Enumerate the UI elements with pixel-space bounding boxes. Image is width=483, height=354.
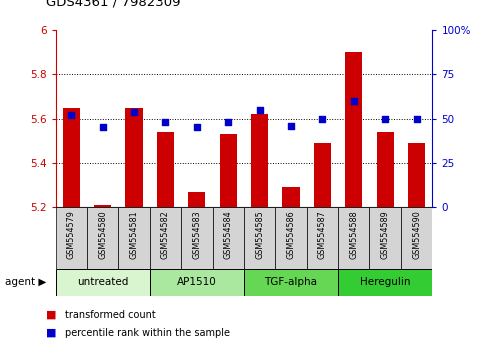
Bar: [244, 207, 275, 269]
Text: GSM554582: GSM554582: [161, 210, 170, 259]
Bar: [188, 192, 205, 207]
Point: [193, 125, 201, 130]
Bar: [314, 143, 331, 207]
Point: [68, 112, 75, 118]
Point: [256, 107, 264, 113]
Bar: [150, 207, 181, 269]
Text: GSM554581: GSM554581: [129, 210, 139, 259]
Text: ■: ■: [46, 328, 60, 338]
Bar: [401, 207, 432, 269]
Bar: [251, 114, 268, 207]
Text: transformed count: transformed count: [65, 310, 156, 320]
Text: GSM554585: GSM554585: [255, 210, 264, 259]
Point: [350, 98, 357, 104]
Point: [99, 125, 107, 130]
Text: GSM554586: GSM554586: [286, 210, 296, 259]
Text: GSM554589: GSM554589: [381, 210, 390, 259]
Text: percentile rank within the sample: percentile rank within the sample: [65, 328, 230, 338]
Bar: [338, 207, 369, 269]
Point: [412, 116, 420, 121]
Bar: [345, 52, 362, 207]
Text: Heregulin: Heregulin: [360, 277, 411, 287]
Point: [224, 119, 232, 125]
Point: [287, 123, 295, 129]
Text: GSM554588: GSM554588: [349, 210, 358, 259]
Bar: [126, 108, 142, 207]
Bar: [94, 205, 111, 207]
Point: [319, 116, 327, 121]
Bar: [275, 207, 307, 269]
Text: TGF-alpha: TGF-alpha: [265, 277, 317, 287]
Bar: [157, 132, 174, 207]
Bar: [87, 207, 118, 269]
Text: GSM554590: GSM554590: [412, 210, 421, 259]
Point: [161, 119, 170, 125]
Text: GSM554580: GSM554580: [98, 210, 107, 259]
Text: GSM554584: GSM554584: [224, 210, 233, 259]
Text: GSM554587: GSM554587: [318, 210, 327, 259]
Text: ■: ■: [46, 310, 60, 320]
Bar: [150, 269, 244, 296]
Text: agent ▶: agent ▶: [5, 277, 46, 287]
Text: GSM554579: GSM554579: [67, 210, 76, 259]
Bar: [118, 207, 150, 269]
Point: [382, 116, 389, 121]
Bar: [213, 207, 244, 269]
Text: GDS4361 / 7982309: GDS4361 / 7982309: [46, 0, 180, 9]
Bar: [377, 132, 394, 207]
Bar: [56, 269, 150, 296]
Bar: [408, 143, 425, 207]
Point: [130, 109, 138, 114]
Bar: [56, 207, 87, 269]
Bar: [338, 269, 432, 296]
Bar: [63, 108, 80, 207]
Bar: [283, 187, 299, 207]
Bar: [220, 134, 237, 207]
Bar: [244, 269, 338, 296]
Text: untreated: untreated: [77, 277, 128, 287]
Bar: [181, 207, 213, 269]
Bar: [307, 207, 338, 269]
Bar: [369, 207, 401, 269]
Text: GSM554583: GSM554583: [192, 210, 201, 259]
Text: AP1510: AP1510: [177, 277, 217, 287]
